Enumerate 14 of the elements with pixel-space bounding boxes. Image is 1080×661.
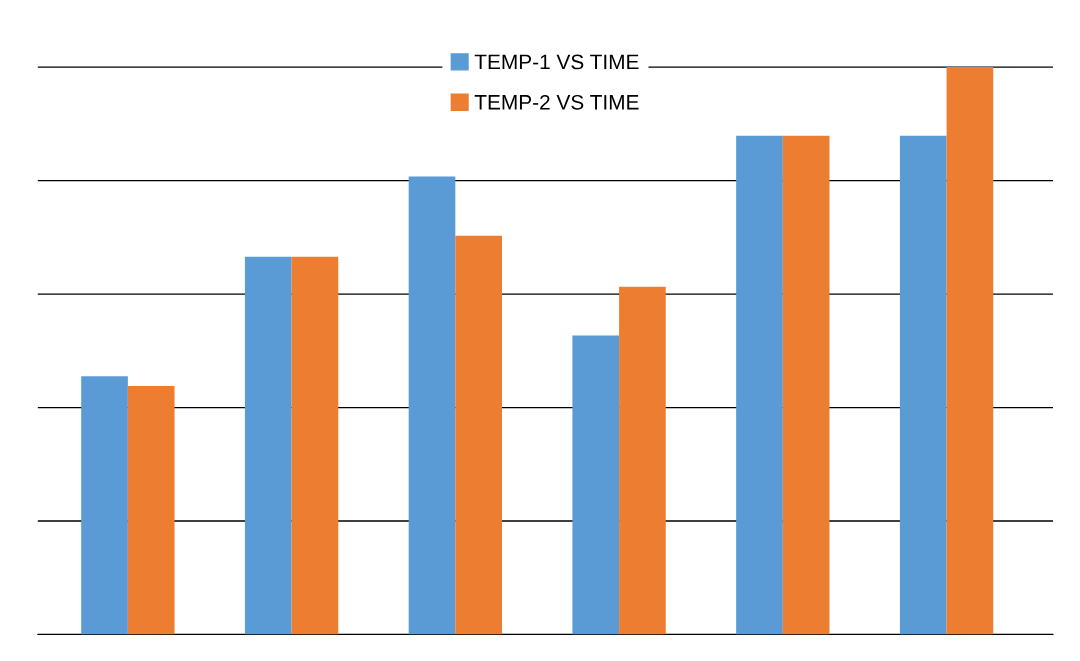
bar: [736, 135, 783, 635]
bar: [127, 386, 175, 635]
bar: [619, 286, 666, 635]
legend-label: TEMP-1 VS TIME: [474, 54, 639, 70]
bar: [455, 235, 503, 635]
bar: [782, 135, 830, 635]
bar: [572, 335, 620, 635]
bar: [244, 256, 292, 635]
bar: [408, 176, 456, 635]
bar: [81, 376, 128, 635]
legend-label: TEMP-2 VS TIME: [474, 94, 639, 110]
bar: [899, 135, 947, 635]
bar: [291, 256, 339, 635]
bar: [946, 67, 994, 635]
